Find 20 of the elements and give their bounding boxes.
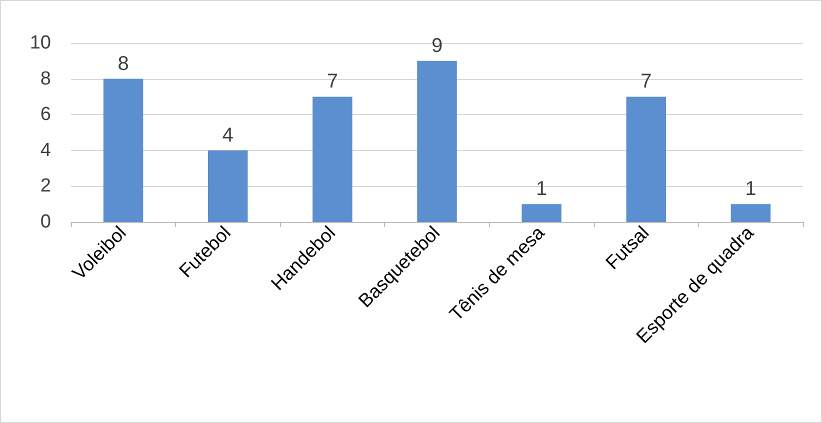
- y-tick-label: 4: [40, 140, 52, 161]
- data-label: 8: [118, 52, 129, 75]
- bar: [626, 96, 666, 222]
- y-tick-label: 6: [40, 104, 51, 126]
- data-label: 4: [222, 124, 234, 146]
- bar: [522, 204, 562, 222]
- data-label: 1: [745, 178, 756, 200]
- bar: [208, 150, 248, 222]
- y-tick-label: 0: [40, 212, 51, 232]
- y-tick-label: 10: [30, 32, 51, 54]
- bar: [312, 96, 352, 222]
- y-tick-label: 2: [40, 176, 51, 197]
- bar: [730, 204, 771, 222]
- bar: [417, 60, 457, 222]
- bar: [103, 78, 144, 222]
- data-label: 1: [536, 178, 548, 200]
- data-label: 9: [431, 34, 443, 57]
- y-tick-label: 8: [40, 68, 51, 90]
- data-label: 7: [326, 70, 338, 93]
- data-label: 7: [640, 70, 652, 93]
